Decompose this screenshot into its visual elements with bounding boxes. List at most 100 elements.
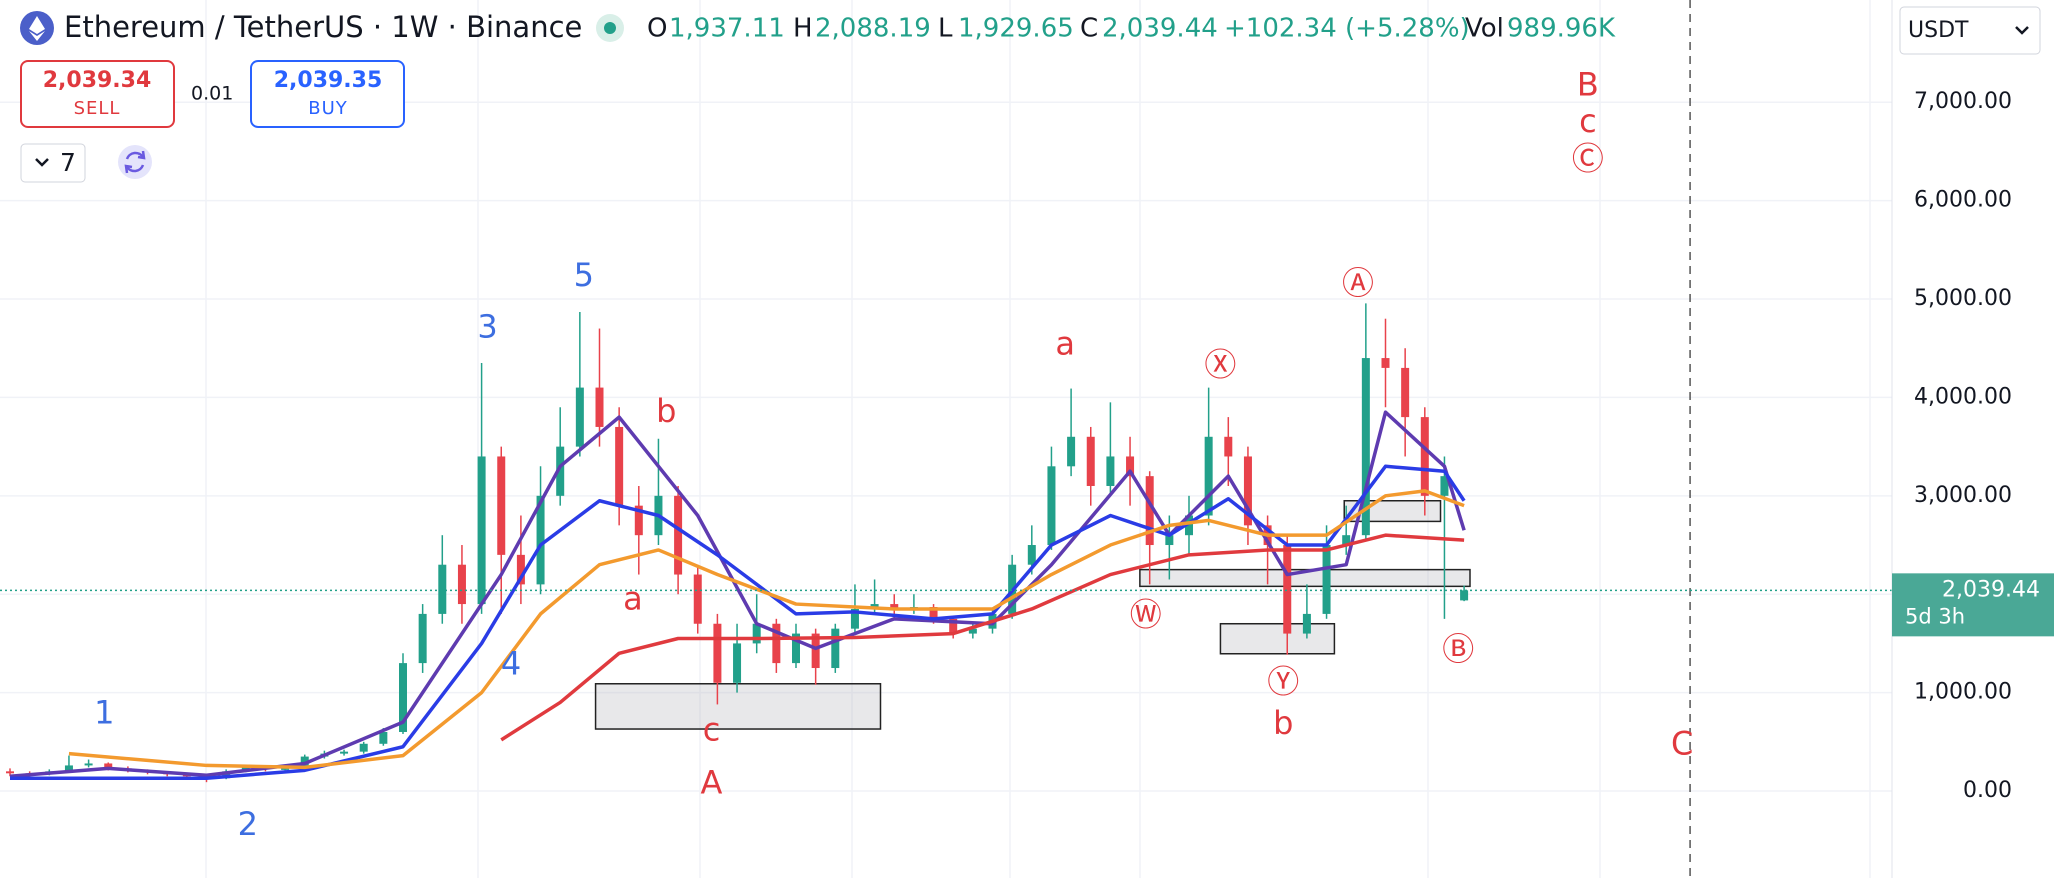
ohlc-value: 2,088.19 <box>815 14 931 44</box>
zone <box>1219 622 1336 655</box>
candle-body <box>1106 456 1115 486</box>
candle-body <box>1145 476 1154 546</box>
candle-body <box>752 623 761 644</box>
zone <box>1139 568 1471 588</box>
candle-body <box>497 456 506 555</box>
candle-body <box>713 623 722 683</box>
candle-body <box>84 763 93 766</box>
candle-body <box>457 564 466 605</box>
candle-body <box>1460 590 1469 601</box>
quantity[interactable]: 0.01 <box>191 83 233 105</box>
candle-body <box>890 604 899 609</box>
candle-body <box>1283 545 1292 634</box>
buy-price[interactable]: 2,039.35 <box>274 68 383 93</box>
candle-body <box>1086 436 1095 486</box>
chevron <box>2015 26 2029 35</box>
candle-body <box>438 564 447 614</box>
candle-body <box>281 768 290 770</box>
candle-body <box>1185 515 1193 536</box>
sell-price[interactable]: 2,039.34 <box>43 68 152 93</box>
ohlc-value: 1,937.11 <box>669 14 785 44</box>
ohlc-label: H <box>793 14 813 44</box>
currency-select[interactable] <box>1899 6 2041 55</box>
candle-body <box>536 495 545 585</box>
volume-value: 989.96 <box>1507 14 1598 44</box>
refresh-button[interactable] <box>118 145 152 179</box>
candle-body <box>850 608 859 629</box>
candle-body <box>575 387 584 447</box>
candle-body <box>1381 358 1390 368</box>
candle-body <box>674 495 683 575</box>
candle-body <box>556 446 565 496</box>
wave-label: 3 <box>477 308 497 346</box>
status-dot <box>604 22 616 34</box>
wave-label: Ⓑ <box>1442 630 1474 668</box>
wave-label: 4 <box>501 644 521 682</box>
candle-body <box>1401 367 1410 418</box>
candle-body <box>1342 535 1351 546</box>
moving-average <box>10 464 1466 780</box>
candle-body <box>1420 417 1429 496</box>
y-tick-label: 1,000.00 <box>1914 680 2012 705</box>
candle-body <box>615 426 624 506</box>
last-price-box <box>1892 573 2054 637</box>
wave-label: Ⓧ <box>1204 345 1236 383</box>
refresh-arrows <box>124 150 146 174</box>
wave-label: a <box>623 580 643 618</box>
sell-button[interactable] <box>20 60 175 128</box>
wave-label: Ⓒ <box>1572 139 1604 177</box>
candle-body <box>1440 476 1449 496</box>
ohlc-value: 2,039.44 <box>1102 14 1218 44</box>
refresh-icon <box>125 151 145 173</box>
candle-body <box>6 771 14 774</box>
wave-label: b <box>1273 704 1293 742</box>
y-tick-label: 6,000.00 <box>1914 188 2012 213</box>
wave-label: a <box>1055 325 1075 363</box>
vertical-grid <box>205 0 1871 878</box>
candle-body <box>1302 613 1311 634</box>
wave-label: B <box>1577 66 1599 104</box>
grid <box>0 101 1892 792</box>
candle-body <box>1067 436 1076 467</box>
wave-label: A <box>701 764 723 802</box>
candle-body <box>1322 545 1331 614</box>
y-tick-label: 4,000.00 <box>1914 384 2012 409</box>
candle-body <box>222 771 231 779</box>
change: +102.34 (+5.28%) <box>1224 14 1470 44</box>
candle-body <box>1126 456 1135 477</box>
chevron <box>35 158 49 167</box>
candle-body <box>1204 436 1213 516</box>
ohlc-value: 1,929.65 <box>958 14 1074 44</box>
candle-body <box>516 554 525 585</box>
candle-body <box>379 731 388 744</box>
wave-label: Ⓐ <box>1342 264 1374 302</box>
candle-body <box>1047 466 1056 546</box>
zone <box>594 683 882 730</box>
volume-label: Vol <box>1465 14 1504 44</box>
candle-body <box>1361 358 1370 536</box>
candle-body <box>399 663 407 732</box>
candle-body <box>693 574 702 624</box>
wave-label: C <box>1671 725 1693 763</box>
candle-body <box>733 643 742 683</box>
currency[interactable]: USDT <box>1908 18 1969 43</box>
indicators-toggle[interactable] <box>20 143 86 183</box>
sell-label[interactable]: SELL <box>74 98 121 119</box>
indicators-count[interactable]: 7 <box>60 148 76 177</box>
candle-body <box>1165 535 1174 546</box>
candle-body <box>1224 436 1233 457</box>
buy-label[interactable]: BUY <box>308 98 348 119</box>
candle-body <box>595 387 604 427</box>
wave-label: c <box>703 710 721 748</box>
candle-body <box>359 743 368 752</box>
candle-body <box>1243 456 1252 526</box>
buy-button[interactable] <box>250 60 405 128</box>
countdown: 5d 3h <box>1905 604 1965 628</box>
candle-body <box>477 456 486 605</box>
candle-body <box>340 751 349 754</box>
ohlc-label: O <box>647 14 667 44</box>
candle-body <box>831 628 840 669</box>
symbol-title: Ethereum / TetherUS · 1W · Binance <box>64 10 582 44</box>
candle-body <box>418 613 427 664</box>
wave-label: b <box>656 392 676 430</box>
